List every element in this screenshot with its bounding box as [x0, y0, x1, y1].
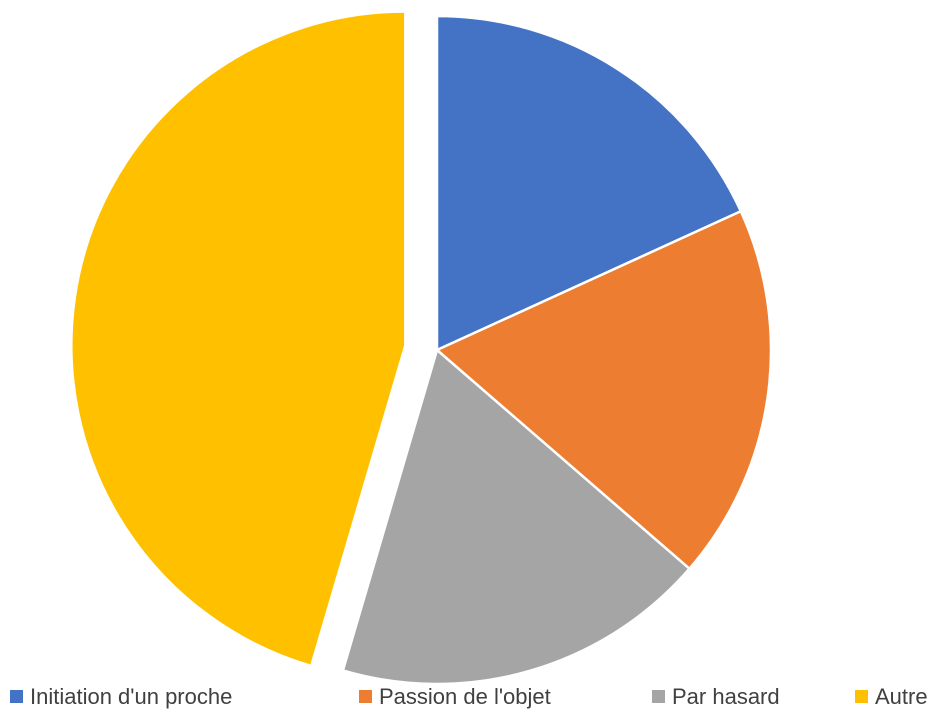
legend-swatch — [652, 690, 665, 703]
legend-label: Par hasard — [672, 684, 780, 709]
legend-label: Autre — [875, 684, 928, 709]
legend-swatch — [359, 690, 372, 703]
pie-slice — [341, 347, 692, 686]
pie-slice — [434, 209, 773, 571]
pie-slice — [70, 10, 407, 668]
legend-label: Passion de l'objet — [379, 684, 551, 709]
legend-label: Initiation d'un proche — [30, 684, 232, 709]
pie-slice — [435, 14, 743, 352]
legend-swatch — [855, 690, 868, 703]
legend-swatch — [10, 690, 23, 703]
